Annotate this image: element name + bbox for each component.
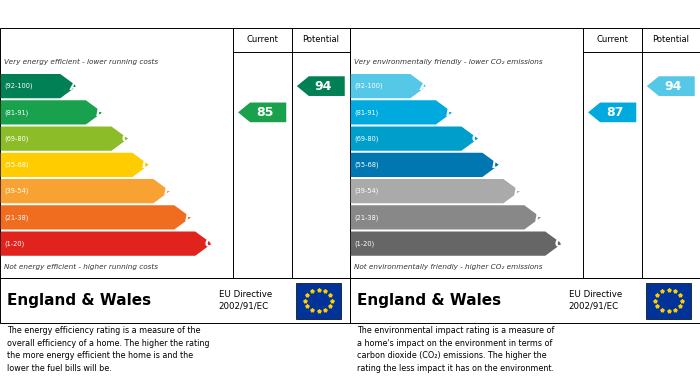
Polygon shape bbox=[1, 153, 149, 177]
Polygon shape bbox=[588, 102, 636, 122]
Polygon shape bbox=[351, 153, 499, 177]
Text: (39-54): (39-54) bbox=[4, 188, 29, 194]
Text: (39-54): (39-54) bbox=[354, 188, 379, 194]
FancyBboxPatch shape bbox=[295, 283, 342, 319]
Text: Environmental Impact (CO₂) Rating: Environmental Impact (CO₂) Rating bbox=[355, 7, 587, 20]
Text: F: F bbox=[184, 211, 192, 224]
Text: G: G bbox=[554, 237, 564, 250]
Text: Not energy efficient - higher running costs: Not energy efficient - higher running co… bbox=[4, 264, 158, 271]
Text: (69-80): (69-80) bbox=[354, 135, 379, 142]
Polygon shape bbox=[351, 127, 478, 151]
Polygon shape bbox=[1, 74, 77, 98]
Polygon shape bbox=[351, 205, 541, 230]
Text: 94: 94 bbox=[314, 80, 332, 93]
Text: Current: Current bbox=[596, 35, 628, 44]
Text: E: E bbox=[163, 185, 172, 197]
Text: (55-68): (55-68) bbox=[4, 161, 29, 168]
Text: Energy Efficiency Rating: Energy Efficiency Rating bbox=[6, 7, 168, 20]
Text: (55-68): (55-68) bbox=[354, 161, 379, 168]
Polygon shape bbox=[351, 179, 520, 203]
Text: Very environmentally friendly - lower CO₂ emissions: Very environmentally friendly - lower CO… bbox=[354, 59, 542, 65]
Text: (92-100): (92-100) bbox=[354, 83, 383, 90]
Polygon shape bbox=[351, 100, 452, 124]
Polygon shape bbox=[1, 179, 170, 203]
Text: 85: 85 bbox=[256, 106, 273, 119]
Text: 87: 87 bbox=[606, 106, 623, 119]
Text: The energy efficiency rating is a measure of the
overall efficiency of a home. T: The energy efficiency rating is a measur… bbox=[7, 326, 209, 373]
Text: A: A bbox=[70, 80, 79, 93]
Text: Not environmentally friendly - higher CO₂ emissions: Not environmentally friendly - higher CO… bbox=[354, 264, 542, 271]
Text: Current: Current bbox=[246, 35, 278, 44]
Text: D: D bbox=[491, 158, 501, 171]
Text: Potential: Potential bbox=[302, 35, 340, 44]
Text: (21-38): (21-38) bbox=[4, 214, 29, 221]
Text: (1-20): (1-20) bbox=[354, 240, 374, 247]
Polygon shape bbox=[351, 74, 427, 98]
Text: Very energy efficient - lower running costs: Very energy efficient - lower running co… bbox=[4, 59, 158, 65]
Polygon shape bbox=[1, 127, 128, 151]
Polygon shape bbox=[1, 100, 102, 124]
Text: F: F bbox=[534, 211, 542, 224]
Text: Potential: Potential bbox=[652, 35, 690, 44]
Text: (92-100): (92-100) bbox=[4, 83, 33, 90]
Text: (21-38): (21-38) bbox=[354, 214, 379, 221]
Text: EU Directive
2002/91/EC: EU Directive 2002/91/EC bbox=[218, 290, 272, 311]
Text: A: A bbox=[420, 80, 429, 93]
Polygon shape bbox=[238, 102, 286, 122]
Polygon shape bbox=[1, 205, 191, 230]
Text: (81-91): (81-91) bbox=[4, 109, 29, 116]
Text: England & Wales: England & Wales bbox=[7, 293, 151, 308]
Text: (1-20): (1-20) bbox=[4, 240, 25, 247]
Text: (69-80): (69-80) bbox=[4, 135, 29, 142]
Text: 94: 94 bbox=[664, 80, 682, 93]
Text: England & Wales: England & Wales bbox=[357, 293, 501, 308]
Text: C: C bbox=[471, 132, 480, 145]
Text: B: B bbox=[445, 106, 454, 119]
Polygon shape bbox=[297, 76, 344, 96]
Polygon shape bbox=[647, 76, 694, 96]
Text: The environmental impact rating is a measure of
a home's impact on the environme: The environmental impact rating is a mea… bbox=[357, 326, 554, 373]
Text: E: E bbox=[513, 185, 522, 197]
Text: EU Directive
2002/91/EC: EU Directive 2002/91/EC bbox=[568, 290, 622, 311]
Text: (81-91): (81-91) bbox=[354, 109, 379, 116]
FancyBboxPatch shape bbox=[645, 283, 692, 319]
Text: D: D bbox=[141, 158, 151, 171]
Text: G: G bbox=[204, 237, 214, 250]
Polygon shape bbox=[351, 231, 562, 256]
Text: C: C bbox=[121, 132, 130, 145]
Text: B: B bbox=[95, 106, 104, 119]
Polygon shape bbox=[1, 231, 212, 256]
